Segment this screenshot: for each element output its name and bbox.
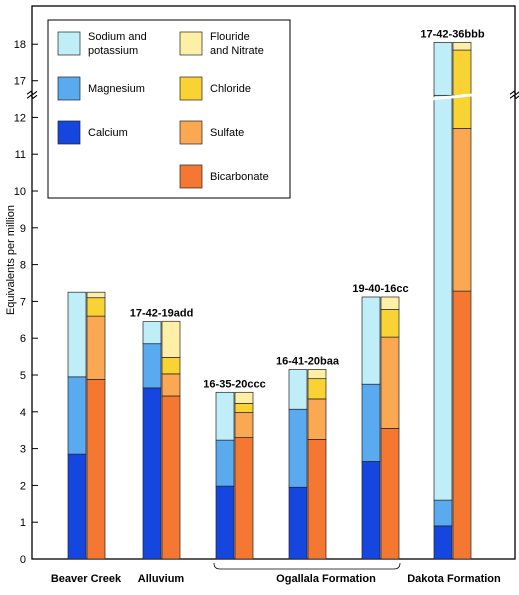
cation-segment-calcium [288, 486, 308, 560]
cation-segment-calcium [67, 453, 87, 560]
y-axis-label: Equivalents per million [5, 205, 17, 315]
anion-segment-sulfate [452, 128, 472, 292]
cation-segment-sodium_potassium [67, 291, 87, 378]
anion-segment-bicarbonate [86, 379, 106, 560]
cation-segment-magnesium [215, 439, 235, 487]
group-label: Alluvium [138, 573, 185, 585]
anion-segment-fluoride_nitrate [452, 42, 472, 51]
anion-segment-bicarbonate [161, 395, 181, 560]
anion-segment-fluoride_nitrate [86, 291, 106, 299]
anion-segment-sulfate [161, 373, 181, 397]
anion-segment-sulfate [380, 336, 400, 429]
anion-segment-sulfate [86, 315, 106, 380]
cation-segment-magnesium [288, 408, 308, 488]
legend-swatch-fluoride_nitrate [179, 31, 203, 56]
cation-segment-calcium [361, 461, 381, 560]
cation-segment-sodium_potassium [215, 391, 235, 441]
anion-segment-bicarbonate [452, 290, 472, 560]
legend-label: Flouride [210, 31, 250, 43]
anion-segment-fluoride_nitrate [161, 320, 181, 358]
sample-label: 19-40-16cc [352, 283, 408, 295]
anion-segment-sulfate [234, 412, 254, 438]
axis-break-left [26, 94, 38, 100]
anion-segment-bicarbonate [380, 428, 400, 560]
y-tick-label: 5 [20, 370, 26, 382]
cation-segment-magnesium [67, 376, 87, 455]
y-tick-label: 0 [20, 554, 26, 566]
bar-break-gap [432, 93, 473, 101]
anion-segment-bicarbonate [234, 437, 254, 560]
cation-segment-sodium_potassium [433, 42, 453, 96]
legend-swatch-sulfate [179, 120, 203, 145]
anion-segment-chloride [234, 402, 254, 413]
legend-swatch-bicarbonate [179, 164, 203, 189]
cation-segment-magnesium [142, 343, 162, 389]
anion-segment-chloride [161, 356, 181, 375]
y-tick-label: 8 [20, 260, 26, 272]
legend-swatch-sodium_potassium [57, 31, 81, 56]
legend-box [47, 19, 291, 199]
y-tick-label: 3 [20, 444, 26, 456]
cation-segment-magnesium [433, 499, 453, 527]
anion-segment-chloride [307, 378, 327, 400]
group-bracket [213, 562, 401, 570]
axis-break-right [509, 90, 519, 96]
cation-segment-sodium_potassium [361, 296, 381, 385]
axis-break-right [509, 94, 519, 100]
anion-segment-chloride [452, 94, 472, 129]
legend-label: Calcium [88, 127, 128, 139]
cation-segment-calcium [215, 485, 235, 560]
anion-segment-sulfate [307, 398, 327, 440]
sample-label: 17-42-36bbb [420, 28, 484, 40]
anion-segment-fluoride_nitrate [307, 369, 327, 380]
legend-label: and Nitrate [210, 45, 264, 57]
anion-segment-fluoride_nitrate [380, 296, 400, 310]
cation-segment-calcium [433, 525, 453, 560]
cation-segment-magnesium [361, 383, 381, 462]
y-tick-label: 12 [14, 112, 26, 124]
anion-segment-chloride [380, 309, 400, 338]
sample-label: 16-41-20baa [276, 355, 340, 367]
legend-swatch-chloride [179, 76, 203, 101]
y-tick-label: 17 [14, 76, 26, 88]
legend-label: Chloride [210, 83, 251, 95]
y-tick-label: 6 [20, 333, 26, 345]
anion-segment-chloride [452, 49, 472, 96]
legend-label: Sulfate [210, 127, 244, 139]
group-label: Beaver Creek [51, 573, 122, 585]
cation-segment-sodium_potassium [142, 321, 162, 345]
y-tick-label: 7 [20, 296, 26, 308]
legend-label: Bicarbonate [210, 171, 269, 183]
y-tick-label: 1 [20, 517, 26, 529]
legend-label: Sodium and [88, 31, 147, 43]
anion-segment-bicarbonate [307, 439, 327, 560]
legend-label: potassium [88, 45, 138, 57]
cation-segment-sodium_potassium [288, 369, 308, 410]
y-tick-label: 4 [20, 407, 26, 419]
legend-label: Magnesium [88, 83, 145, 95]
y-tick-label: 9 [20, 223, 26, 235]
sample-label: 17-42-19add [130, 307, 194, 319]
anion-segment-fluoride_nitrate [234, 391, 254, 404]
y-tick-label: 18 [14, 39, 26, 51]
anion-segment-chloride [86, 297, 106, 317]
y-tick-label: 10 [14, 186, 26, 198]
sample-label: 16-35-20ccc [203, 378, 265, 390]
group-label: Ogallala Formation [276, 573, 376, 585]
cation-segment-sodium_potassium [433, 94, 453, 501]
axis-break-left [26, 90, 38, 96]
y-tick-label: 2 [20, 480, 26, 492]
legend-swatch-magnesium [57, 76, 81, 101]
group-label: Dakota Formation [407, 573, 501, 585]
cation-segment-calcium [142, 387, 162, 560]
y-tick-label: 11 [15, 149, 26, 161]
legend-swatch-calcium [57, 120, 81, 145]
